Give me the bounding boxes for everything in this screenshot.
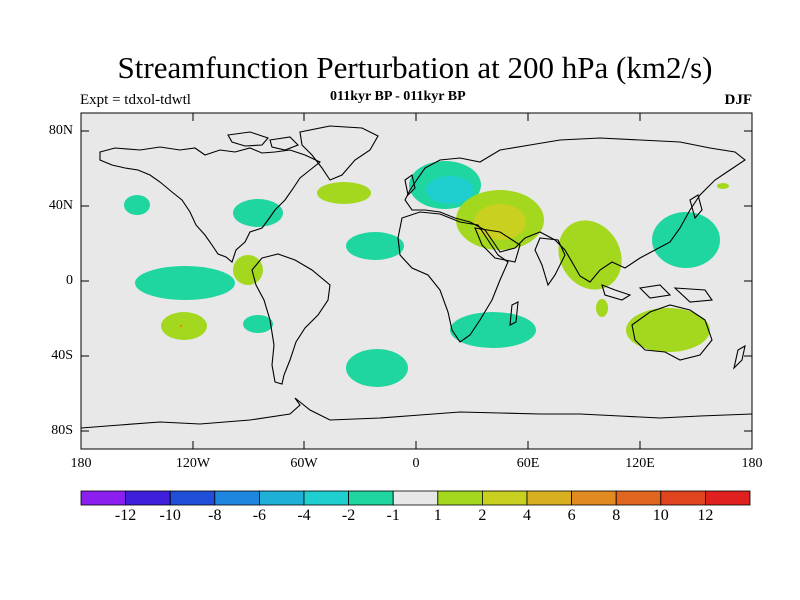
colorbar-label: 12 — [697, 507, 714, 524]
lat-tick-40n: 40N — [48, 198, 73, 213]
anomaly-south-asia-small — [596, 299, 608, 317]
coastlines — [81, 125, 752, 429]
anomaly-north-atlantic-west — [124, 195, 150, 215]
colorbar-swatch-12 — [615, 490, 662, 506]
anomaly-west-pacific — [652, 212, 720, 268]
lon-tick-120e: 120E — [625, 456, 655, 471]
period-label: 011kyr BP - 011kyr BP — [330, 89, 466, 104]
lat-tick-0: 0 — [66, 273, 73, 288]
coast-antarctica — [81, 397, 752, 429]
lon-tick-180w: 180 — [70, 456, 92, 471]
colorbar-label: 4 — [523, 507, 531, 524]
anomaly-south-africa — [450, 312, 536, 348]
anomaly-middle-east-core — [474, 204, 526, 240]
anomaly-europe-core — [426, 176, 474, 204]
colorbar — [80, 490, 751, 506]
colorbar-label: -6 — [252, 507, 267, 524]
colorbar-label: -12 — [114, 507, 137, 524]
colorbar-swatch-11 — [571, 490, 617, 506]
coast-africa — [397, 211, 509, 343]
colorbar-label: -1 — [386, 507, 400, 524]
colorbar-swatch-5 — [303, 490, 349, 506]
lon-tick-60w: 60W — [290, 456, 318, 471]
lon-tick-180e: 180 — [741, 456, 763, 471]
colorbar-swatch-13 — [660, 490, 706, 506]
page-title: Streamfunction Perturbation at 200 hPa (… — [117, 50, 713, 85]
anomaly-south-asia — [558, 220, 622, 290]
anomaly-south-pacific — [161, 312, 207, 340]
colorbar-swatch-0 — [80, 490, 126, 506]
colorbar-swatch-9 — [481, 490, 528, 506]
colorbar-swatch-7 — [392, 490, 439, 506]
colorbar-label: 2 — [478, 507, 487, 524]
colorbar-swatch-4 — [258, 490, 305, 506]
colorbar-label: -8 — [208, 507, 222, 524]
coast-australia — [631, 304, 713, 361]
anomaly-atlantic-north — [317, 182, 371, 204]
colorbar-label: -10 — [159, 507, 181, 524]
anomaly-east-pacific — [135, 266, 235, 300]
lat-tick-40s: 40S — [51, 348, 73, 363]
lon-tick-0: 0 — [412, 456, 420, 471]
anomaly-south-pacific-mid — [243, 315, 273, 333]
coast-north-america — [99, 146, 322, 263]
colorbar-swatch-1 — [125, 490, 171, 506]
anomaly-tropical-atlantic — [346, 232, 404, 260]
colorbar-label: 10 — [652, 507, 669, 524]
colorbar-swatch-2 — [169, 490, 216, 506]
colorbar-swatch-6 — [348, 490, 394, 506]
lat-tick-80s: 80S — [51, 423, 73, 438]
lon-tick-120w: 120W — [175, 456, 211, 471]
season-label: DJF — [724, 92, 753, 108]
coast-south-america — [251, 253, 331, 385]
coast-eurasia — [404, 137, 746, 283]
colorbar-label: 8 — [612, 507, 621, 524]
anomaly-north-atlantic — [233, 199, 283, 227]
anomaly-south-atlantic — [346, 349, 408, 387]
colorbar-label: -2 — [341, 507, 356, 524]
anomaly-east-asia-north — [717, 183, 729, 189]
colorbar-label: 1 — [433, 507, 442, 524]
colorbar-label: 6 — [567, 507, 576, 524]
experiment-label: Expt = tdxol-tdwtl — [80, 92, 191, 108]
colorbar-swatch-14 — [705, 490, 751, 506]
anomaly-australia — [626, 308, 710, 352]
anomaly-colombia — [233, 255, 263, 285]
lon-tick-60e: 60E — [516, 456, 540, 471]
colorbar-label: -4 — [297, 507, 311, 524]
colorbar-swatch-3 — [214, 490, 260, 506]
colorbar-swatch-10 — [526, 490, 572, 506]
axis-ticks — [80, 113, 753, 449]
lat-tick-80n: 80N — [48, 123, 73, 138]
colorbar-swatch-8 — [437, 490, 483, 506]
anomaly-layer — [124, 161, 729, 387]
coast-greenland — [299, 125, 379, 181]
